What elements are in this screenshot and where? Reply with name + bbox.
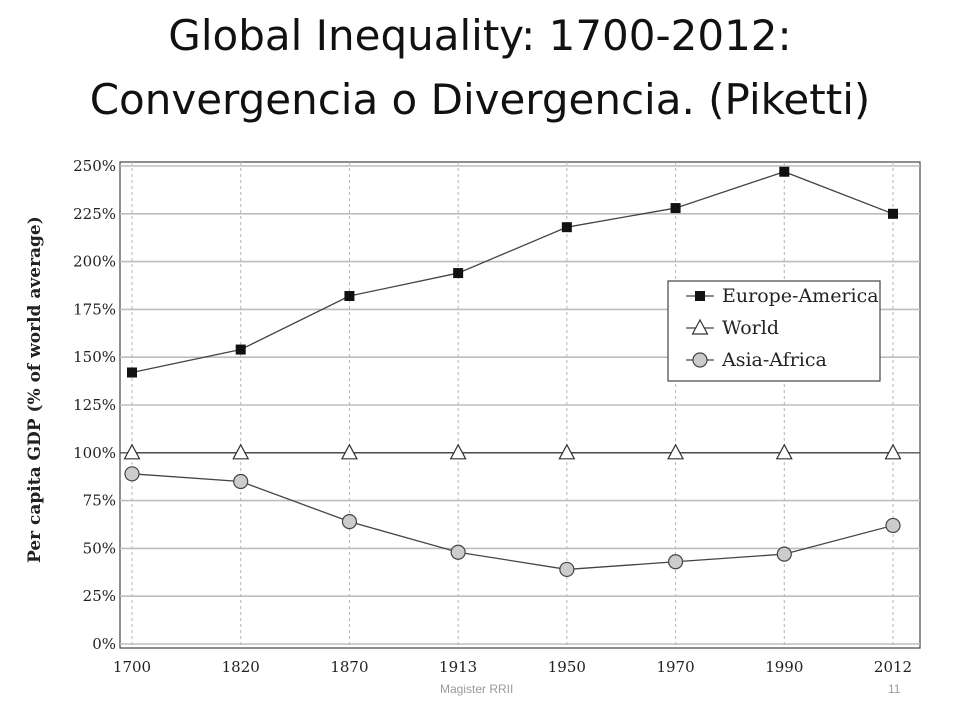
data-point — [885, 517, 901, 534]
data-point — [235, 344, 246, 355]
data-point — [558, 443, 576, 460]
y-tick-label: 0% — [92, 635, 116, 653]
x-tick-label: 1913 — [439, 658, 477, 676]
footer-course: Magister RRII — [440, 682, 514, 696]
data-point — [450, 544, 466, 560]
y-tick-label: 50% — [83, 539, 116, 557]
x-tick-label: 1950 — [548, 658, 586, 676]
y-tick-label: 125% — [73, 396, 116, 414]
chart-ticks: 0% 25% 50% 75% 100% 125% 150% 175% 200% 225% 250% 1… — [73, 157, 912, 676]
data-point — [232, 443, 250, 460]
y-tick-label: 175% — [73, 300, 116, 318]
data-point — [670, 203, 681, 214]
data-point — [667, 443, 685, 460]
chart-legend: Europe-America World Asia-Africa — [667, 280, 881, 382]
chart-grid — [119, 161, 921, 649]
legend-label: Europe-America — [722, 285, 879, 307]
y-tick-label: 250% — [73, 157, 116, 175]
legend-label: Asia-Africa — [721, 349, 827, 371]
data-point — [123, 443, 141, 460]
slide-title-line-2: Convergencia o Divergencia. (Piketti) — [89, 75, 871, 124]
data-point — [233, 473, 249, 490]
data-point — [667, 554, 684, 570]
data-point — [559, 561, 575, 578]
series-world — [123, 443, 902, 460]
slide-title-line-1: Global Inequality: 1700-2012: — [168, 11, 792, 60]
legend-label: World — [722, 317, 779, 339]
series-line — [131, 171, 894, 374]
data-point — [124, 466, 140, 482]
data-point — [776, 546, 792, 562]
y-axis-label: Per capita GDP (% of world average) — [25, 216, 45, 563]
series-line — [131, 473, 894, 571]
data-point — [127, 367, 137, 378]
y-tick-label: 75% — [83, 492, 116, 510]
gdp-line-chart: 0% 25% 50% 75% 100% 125% 150% 175% 200% 225% 250% 1… — [25, 157, 921, 676]
x-tick-label: 1870 — [330, 658, 368, 676]
y-tick-label: 100% — [73, 444, 116, 462]
series-asia-africa — [124, 466, 901, 578]
footer-page-number: 11 — [888, 682, 901, 696]
data-point — [341, 514, 358, 530]
data-point — [888, 208, 898, 219]
y-tick-label: 150% — [73, 348, 116, 366]
legend-marker — [695, 291, 705, 301]
y-tick-label: 200% — [73, 253, 116, 271]
slide-title: Global Inequality: 1700-2012: Convergenc… — [0, 4, 960, 132]
y-tick-label: 225% — [73, 205, 116, 223]
x-tick-label: 1820 — [222, 658, 260, 676]
legend-marker — [691, 318, 709, 335]
data-point — [449, 443, 467, 460]
legend-marker — [692, 352, 708, 368]
data-point — [884, 443, 902, 460]
data-point — [775, 443, 793, 460]
series-europe-america — [127, 166, 898, 378]
x-tick-label: 1990 — [765, 658, 803, 676]
y-tick-label: 25% — [83, 587, 116, 605]
data-point — [340, 443, 358, 460]
x-tick-label: 1700 — [113, 658, 151, 676]
data-point — [453, 268, 464, 279]
data-point — [344, 291, 355, 302]
data-point — [779, 166, 790, 177]
x-tick-label: 1970 — [656, 658, 694, 676]
chart-series — [123, 166, 902, 578]
x-tick-label: 2012 — [874, 658, 912, 676]
data-point — [561, 222, 572, 233]
